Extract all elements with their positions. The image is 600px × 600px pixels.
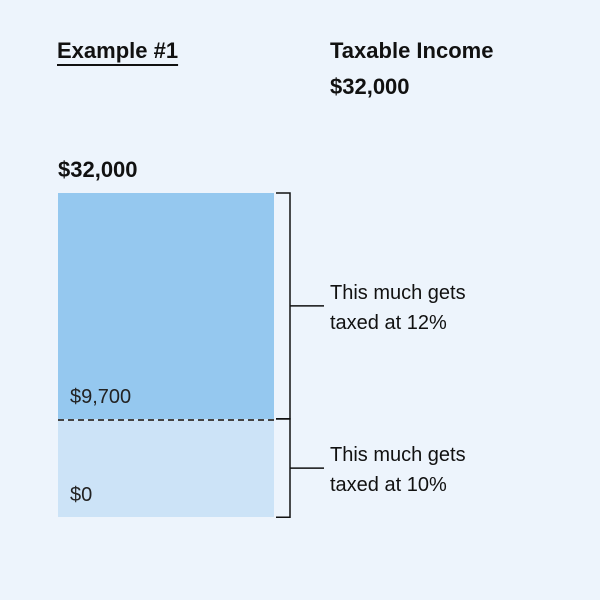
bar-top-value: $32,000 (58, 157, 138, 183)
bracket-segment: $9,700 (58, 193, 274, 419)
bracket-annotation: This much getstaxed at 10% (330, 440, 466, 500)
bracket-boundary-label: $0 (70, 484, 92, 507)
bracket-icon (276, 191, 326, 421)
bracket-icon (276, 417, 326, 519)
bracket-annotation: This much getstaxed at 12% (330, 278, 466, 338)
example-title: Example #1 (57, 38, 178, 64)
taxable-income-label: Taxable Income (330, 38, 493, 64)
tax-bracket-bar: $9,700 $0 (58, 193, 274, 517)
bracket-segment: $0 (58, 419, 274, 517)
bracket-divider (58, 419, 274, 421)
taxable-income-amount: $32,000 (330, 74, 410, 100)
bracket-boundary-label: $9,700 (70, 386, 131, 409)
